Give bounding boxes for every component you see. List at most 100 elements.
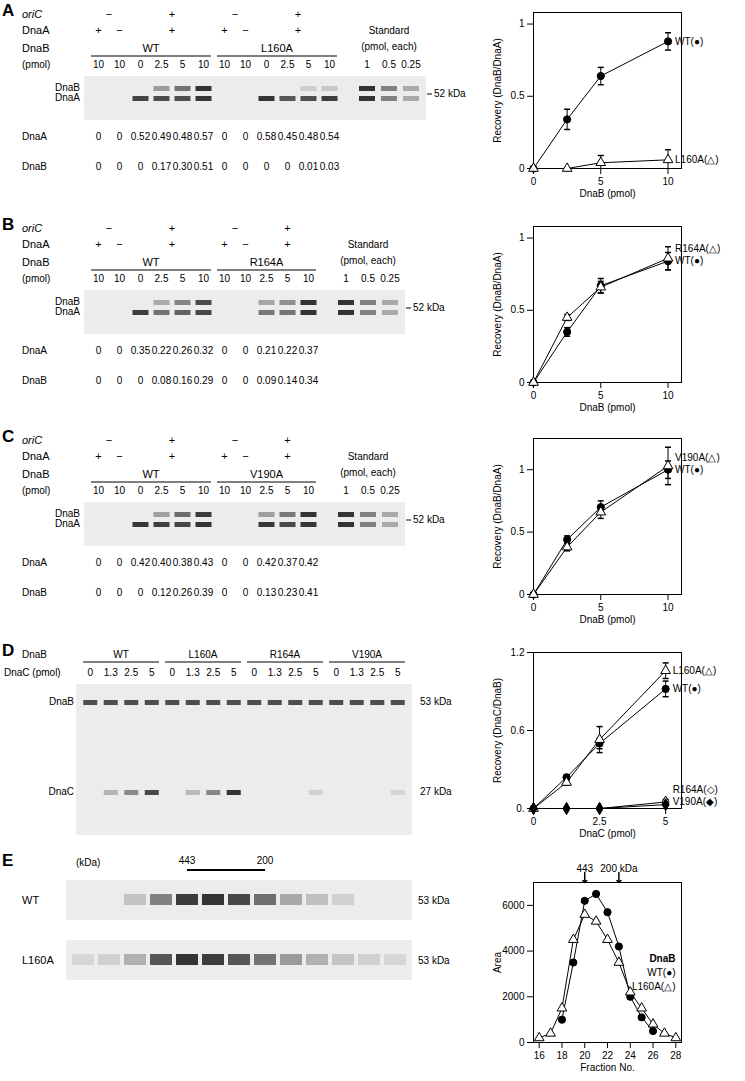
svg-text:R164A: R164A: [250, 256, 284, 268]
svg-text:0: 0: [222, 161, 228, 172]
svg-text:WT(●): WT(●): [675, 36, 703, 47]
svg-text:0: 0: [264, 59, 270, 70]
svg-text:+: +: [169, 434, 175, 446]
svg-text:DnaC (pmol): DnaC (pmol): [579, 828, 636, 839]
svg-text:0: 0: [117, 587, 123, 598]
svg-text:−: −: [242, 24, 248, 36]
svg-text:0.5: 0.5: [511, 90, 525, 101]
svg-text:10: 10: [662, 176, 674, 187]
svg-text:0: 0: [169, 667, 175, 678]
svg-text:0.25: 0.25: [380, 485, 400, 496]
svg-text:53 kDa: 53 kDa: [418, 955, 450, 966]
svg-text:10: 10: [240, 485, 252, 496]
svg-text:10: 10: [240, 273, 252, 284]
svg-text:+: +: [284, 222, 290, 234]
svg-text:0.37: 0.37: [278, 557, 298, 568]
svg-text:0: 0: [519, 163, 525, 174]
svg-text:5: 5: [231, 667, 237, 678]
svg-text:0.5: 0.5: [511, 526, 525, 537]
svg-text:0.13: 0.13: [257, 587, 277, 598]
svg-text:0.57: 0.57: [194, 131, 214, 142]
svg-text:−: −: [232, 434, 238, 446]
svg-text:0.40: 0.40: [152, 557, 172, 568]
svg-text:WT(●): WT(●): [675, 255, 703, 266]
svg-text:0: 0: [138, 273, 144, 284]
svg-text:0.09: 0.09: [257, 375, 277, 386]
svg-text:V190A: V190A: [352, 649, 382, 660]
svg-text:L160A: L160A: [189, 649, 218, 660]
svg-text:200: 200: [257, 855, 274, 866]
svg-text:27 kDa: 27 kDa: [420, 786, 452, 797]
svg-text:0: 0: [138, 59, 144, 70]
svg-text:0.08: 0.08: [152, 375, 172, 386]
svg-text:Recovery (DnaC/DnaB): Recovery (DnaC/DnaB): [492, 678, 503, 783]
svg-text:0.35: 0.35: [131, 345, 151, 356]
svg-text:0: 0: [243, 345, 249, 356]
svg-text:2.5: 2.5: [260, 485, 274, 496]
svg-text:0.39: 0.39: [194, 587, 214, 598]
svg-text:0.45: 0.45: [278, 131, 298, 142]
svg-text:5: 5: [598, 176, 604, 187]
svg-text:−: −: [106, 222, 112, 234]
svg-text:10: 10: [662, 602, 674, 613]
svg-text:+: +: [169, 222, 175, 234]
svg-text:1.2: 1.2: [511, 647, 525, 658]
svg-text:D: D: [2, 641, 14, 660]
svg-text:0: 0: [531, 390, 537, 401]
svg-text:DnaA: DnaA: [55, 518, 80, 529]
svg-text:DnaA: DnaA: [22, 450, 50, 462]
svg-text:0.6: 0.6: [511, 725, 525, 736]
svg-text:0.38: 0.38: [173, 557, 193, 568]
svg-text:5: 5: [285, 485, 291, 496]
svg-text:DnaB: DnaB: [22, 649, 47, 660]
svg-text:10: 10: [198, 59, 210, 70]
svg-text:2.5: 2.5: [593, 816, 607, 827]
svg-text:+: +: [169, 8, 175, 20]
svg-text:0.48: 0.48: [299, 131, 319, 142]
svg-text:16: 16: [534, 1050, 546, 1061]
svg-text:−: −: [232, 8, 238, 20]
svg-text:(pmol): (pmol): [22, 273, 50, 284]
svg-text:(pmol, each): (pmol, each): [340, 255, 396, 266]
svg-text:22: 22: [602, 1050, 614, 1061]
svg-text:53 kDa: 53 kDa: [418, 895, 450, 906]
svg-text:−: −: [116, 238, 122, 250]
svg-text:(pmol): (pmol): [22, 59, 50, 70]
svg-text:DnaC: DnaC: [48, 786, 74, 797]
svg-text:5: 5: [598, 602, 604, 613]
svg-text:0: 0: [138, 375, 144, 386]
svg-text:L160A: L160A: [22, 954, 54, 966]
svg-text:E: E: [2, 851, 13, 870]
svg-text:0.17: 0.17: [152, 161, 172, 172]
svg-text:DnaA: DnaA: [55, 92, 80, 103]
svg-text:2.5: 2.5: [370, 667, 384, 678]
svg-text:24: 24: [625, 1050, 637, 1061]
svg-text:(pmol): (pmol): [22, 485, 50, 496]
svg-text:V190A(△): V190A(△): [675, 452, 720, 463]
svg-text:0.03: 0.03: [320, 161, 340, 172]
svg-text:5: 5: [180, 485, 186, 496]
svg-text:L160A(△): L160A(△): [632, 981, 676, 992]
svg-text:0: 0: [243, 557, 249, 568]
svg-text:−: −: [232, 222, 238, 234]
svg-text:DnaB: DnaB: [22, 587, 47, 598]
svg-text:0: 0: [96, 375, 102, 386]
svg-text:0.42: 0.42: [131, 557, 151, 568]
svg-text:2.5: 2.5: [155, 273, 169, 284]
svg-text:Standard: Standard: [348, 451, 389, 462]
svg-text:0.43: 0.43: [194, 557, 214, 568]
svg-text:−: −: [242, 238, 248, 250]
svg-text:(pmol, each): (pmol, each): [340, 467, 396, 478]
svg-text:5: 5: [306, 59, 312, 70]
svg-text:4000: 4000: [502, 945, 525, 956]
svg-text:0: 0: [138, 587, 144, 598]
svg-text:2.5: 2.5: [260, 273, 274, 284]
svg-text:1.3: 1.3: [350, 667, 364, 678]
svg-text:0.51: 0.51: [194, 161, 214, 172]
svg-text:18: 18: [556, 1050, 568, 1061]
svg-text:0: 0: [117, 557, 123, 568]
svg-text:WT: WT: [142, 256, 159, 268]
svg-text:0: 0: [243, 587, 249, 598]
svg-text:2.5: 2.5: [281, 59, 295, 70]
svg-text:0.01: 0.01: [299, 161, 319, 172]
